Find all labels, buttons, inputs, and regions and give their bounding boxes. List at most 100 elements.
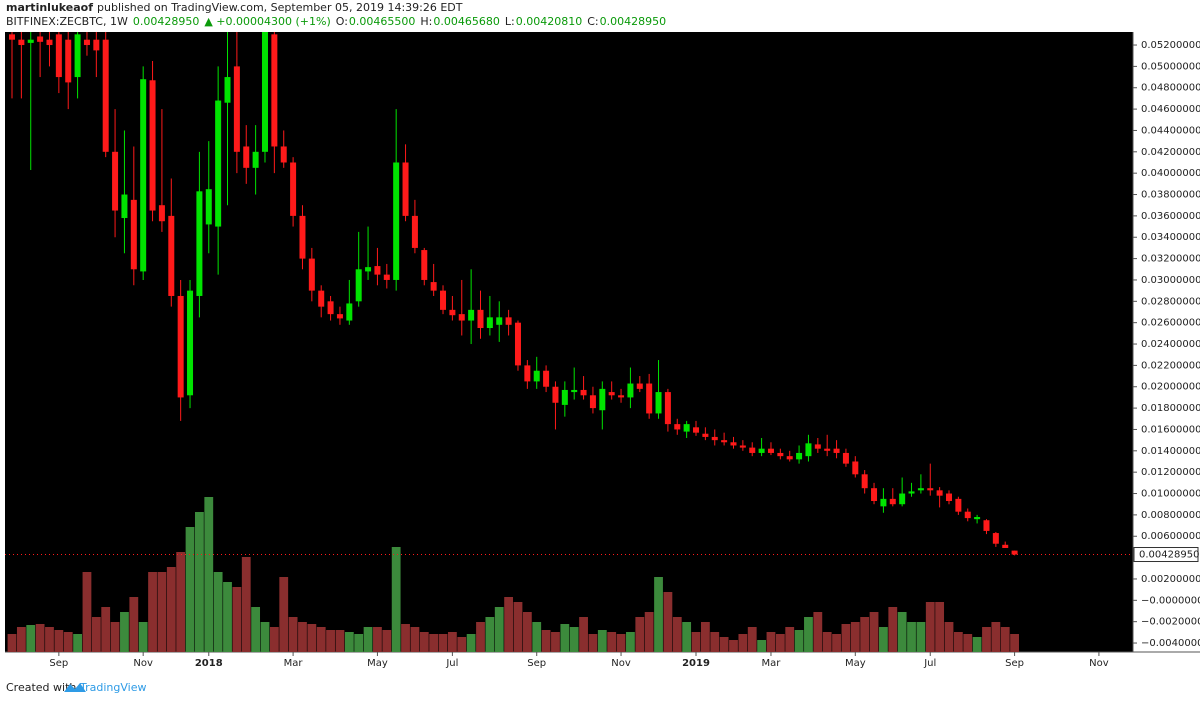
volume-bar — [953, 632, 963, 652]
volume-bar — [822, 632, 832, 652]
y-tick-label: 0.04400000 — [1141, 125, 1200, 136]
volume-bar — [344, 632, 354, 652]
candle-body — [683, 424, 690, 432]
candle-body — [308, 258, 315, 291]
candle-body — [1002, 544, 1009, 548]
candle-body — [355, 269, 362, 302]
y-tick-label: 0.02200000 — [1141, 360, 1200, 371]
candle-body — [271, 34, 278, 147]
author: martinlukeaof — [6, 1, 93, 14]
candle-body — [365, 267, 372, 272]
volume-bar — [504, 597, 514, 652]
candle-body — [880, 498, 887, 507]
volume-bar — [579, 617, 588, 652]
volume-bar — [382, 630, 392, 652]
candle-body — [130, 199, 137, 270]
volume-bar — [879, 627, 888, 652]
y-tick-label: 0.03800000 — [1141, 190, 1200, 201]
candle-body — [196, 191, 203, 296]
volume-bar — [91, 617, 101, 652]
low-value: 0.00420810 — [516, 15, 582, 28]
volume-bar — [560, 624, 570, 652]
y-tick-label: 0.01200000 — [1141, 467, 1200, 478]
candle-body — [871, 488, 878, 502]
candle-body — [908, 491, 915, 494]
volume-bar — [775, 634, 785, 652]
candle-body — [852, 461, 859, 475]
candle-body — [215, 100, 222, 227]
volume-bar — [551, 632, 560, 652]
brand-logo — [64, 683, 86, 692]
volume-bar — [82, 572, 92, 652]
candle-body — [514, 322, 521, 366]
candle-body — [767, 448, 774, 453]
volume-bar — [972, 637, 982, 652]
candle-body — [112, 151, 119, 211]
y-tick-label: 0.02000000 — [1141, 382, 1200, 393]
candle-body — [290, 162, 297, 216]
volume-bar — [925, 602, 935, 652]
volume-bar — [729, 640, 738, 652]
y-tick-label: 0.02400000 — [1141, 339, 1200, 350]
candle-body — [786, 456, 793, 460]
candle-body — [393, 162, 400, 280]
y-tick-label: 0.05000000 — [1141, 61, 1200, 72]
y-tick-label: 0.01800000 — [1141, 403, 1200, 414]
volume-bar — [682, 622, 692, 652]
candle-body — [280, 146, 287, 163]
volume-bar — [354, 634, 364, 652]
candle-body — [721, 440, 728, 443]
candle-body — [168, 215, 175, 296]
volume-bar — [916, 622, 926, 652]
volume-bar — [569, 627, 579, 652]
y-tick-label: 0.04800000 — [1141, 83, 1200, 94]
volume-bar — [513, 602, 523, 652]
volume-bar — [241, 557, 251, 652]
y-tick-label: 0.00600000 — [1141, 531, 1200, 542]
last-price: 0.00428950 — [133, 15, 199, 28]
y-tick-label: 0.00800000 — [1141, 510, 1200, 521]
candle-body — [83, 39, 90, 46]
volume-bar — [279, 577, 289, 652]
volume-bar — [223, 582, 232, 652]
low-label: L: — [505, 15, 515, 28]
candle-body — [777, 452, 784, 457]
candle-body — [992, 533, 999, 544]
candle-body — [205, 189, 212, 225]
candle-body — [336, 314, 343, 319]
volume-bar — [663, 592, 673, 652]
volume-bar — [869, 612, 879, 652]
volume-bar — [213, 572, 223, 652]
candle-body — [402, 162, 409, 216]
candle-body — [936, 490, 943, 496]
candle-body — [693, 427, 700, 433]
candle-body — [552, 386, 559, 403]
candle-body — [646, 383, 653, 414]
candle-body — [374, 266, 381, 275]
candle-body — [814, 444, 821, 449]
brand[interactable]: TradingView — [79, 681, 146, 694]
candle-body — [711, 436, 718, 441]
volume-bar — [991, 622, 1001, 652]
candle-body — [749, 447, 756, 453]
x-tick-label: 2018 — [195, 658, 223, 669]
volume-bar — [607, 632, 617, 652]
x-tick-label: May — [367, 658, 388, 669]
candle-body — [37, 36, 44, 42]
volume-bar — [626, 632, 635, 652]
candle-body — [233, 66, 240, 152]
volume-bar — [401, 624, 410, 652]
candle-body — [561, 389, 568, 405]
x-tick-label: May — [845, 658, 866, 669]
candle-body — [224, 77, 231, 103]
volume-bar — [532, 622, 542, 652]
status-line: BITFINEX:ZECBTC, 1W 0.00428950 ▲ +0.000043… — [6, 15, 666, 28]
volume-bar — [635, 617, 645, 652]
close-value: 0.00428950 — [600, 15, 666, 28]
volume-bar — [269, 627, 279, 652]
x-tick-label: Sep — [49, 658, 68, 669]
volume-bar — [757, 640, 766, 652]
candle-body — [946, 493, 952, 502]
volume-bar — [766, 632, 776, 652]
